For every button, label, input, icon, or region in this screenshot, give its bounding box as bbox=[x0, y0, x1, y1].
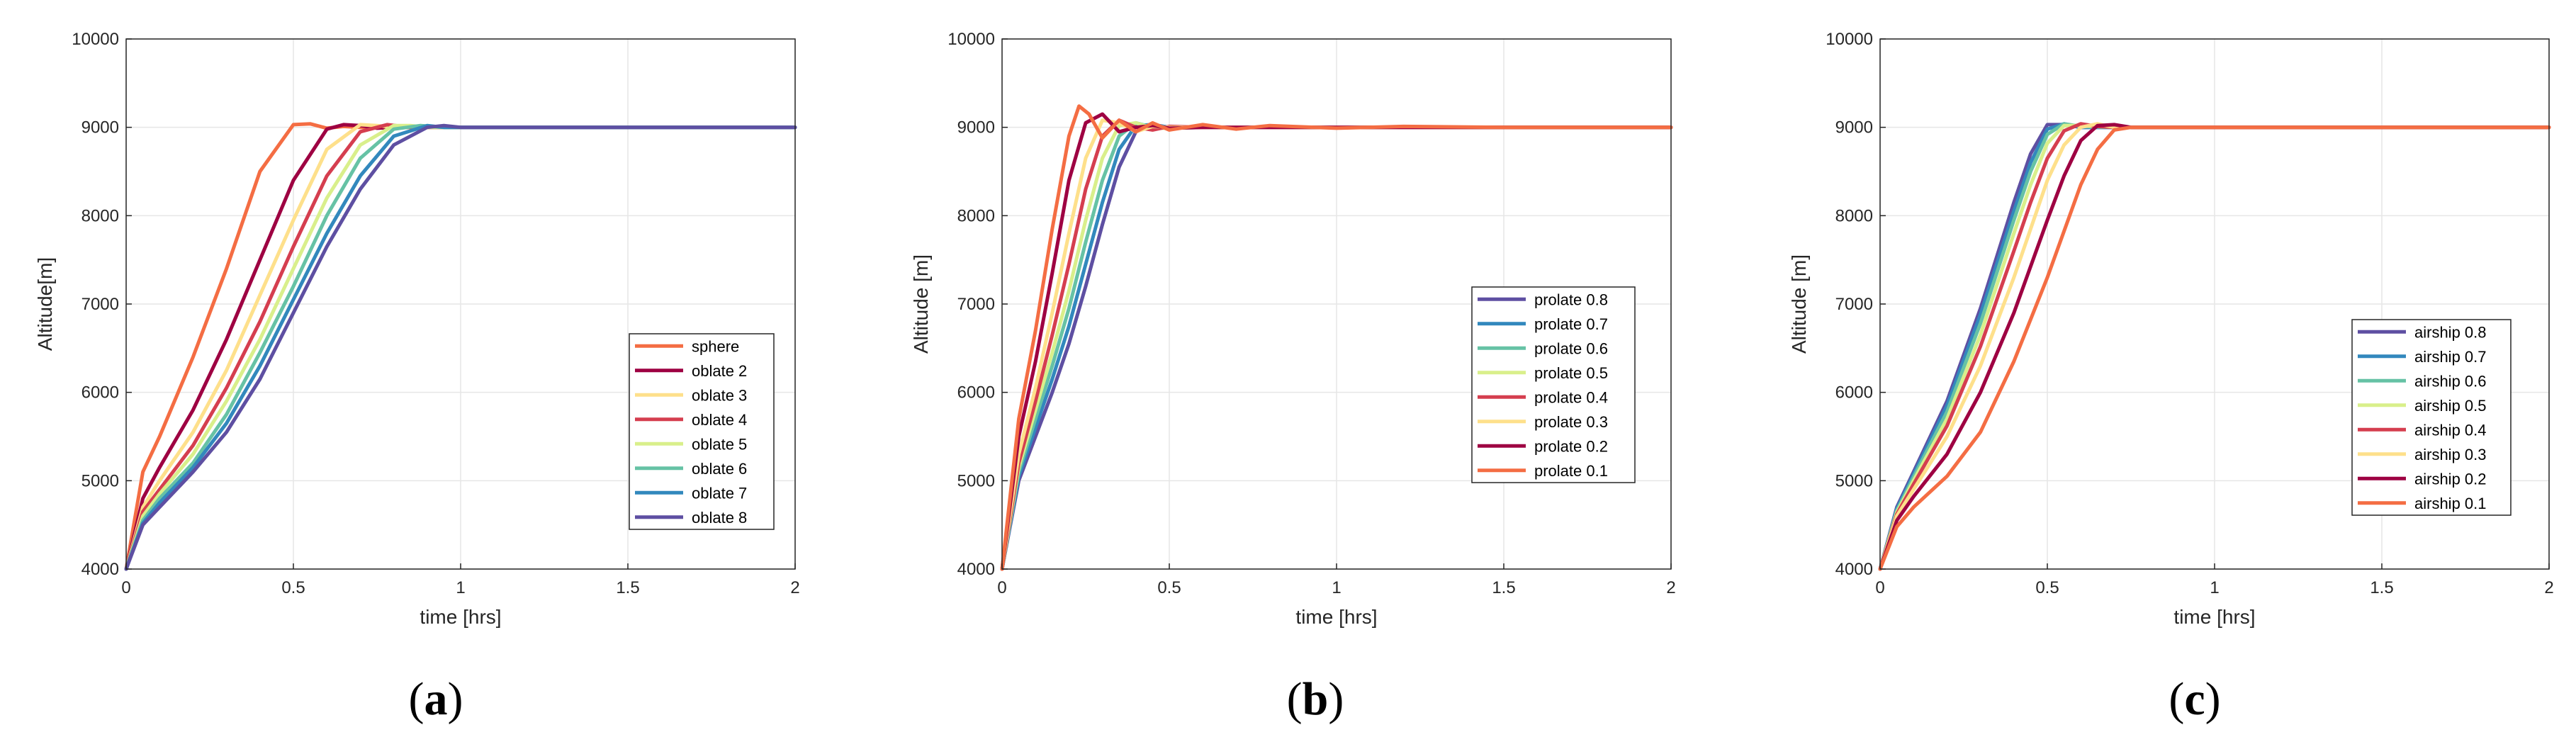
legend-label: airship 0.8 bbox=[2414, 323, 2487, 341]
x-tick-label: 1 bbox=[456, 578, 465, 597]
chart-panel-2: 0 0.5 1 1.5 2 4000 5000 6000 7000 8000 9000 10000 ti… bbox=[910, 30, 1676, 725]
x-axis-label: time [hrs] bbox=[2173, 606, 2255, 628]
x-tick-label: 0 bbox=[121, 578, 130, 597]
y-tick-label: 4000 bbox=[81, 560, 119, 579]
x-tick-label: 2 bbox=[1666, 578, 1675, 597]
legend-label: prolate 0.4 bbox=[1534, 388, 1608, 406]
series-line-airship-0-1 bbox=[1878, 125, 2551, 571]
y-tick-label: 4000 bbox=[957, 560, 995, 579]
legend: sphere oblate 2 oblate 3 oblate 4 oblate 5 ob… bbox=[629, 333, 775, 530]
legend-label: airship 0.6 bbox=[2414, 372, 2487, 390]
legend-label: oblate 4 bbox=[692, 411, 747, 429]
legend: prolate 0.8 prolate 0.7 prolate 0.6 prolate… bbox=[1471, 286, 1636, 483]
x-tick-label: 0.5 bbox=[2035, 578, 2059, 597]
legend-label: prolate 0.3 bbox=[1534, 413, 1608, 431]
y-tick-label: 7000 bbox=[81, 295, 119, 314]
legend-label: airship 0.3 bbox=[2414, 446, 2487, 463]
series-line-oblate-6 bbox=[124, 123, 797, 571]
legend-label: prolate 0.1 bbox=[1534, 462, 1608, 480]
x-tick-label: 1.5 bbox=[2370, 578, 2393, 597]
x-tick-label: 0.5 bbox=[281, 578, 305, 597]
legend-label: sphere bbox=[692, 337, 739, 355]
y-tick-label: 9000 bbox=[81, 118, 119, 137]
y-tick-label: 6000 bbox=[1835, 383, 1873, 403]
x-tick-label: 2 bbox=[2544, 578, 2553, 597]
y-tick-label: 10000 bbox=[72, 30, 119, 49]
legend-label: oblate 7 bbox=[692, 484, 747, 502]
legend-label: airship 0.5 bbox=[2414, 397, 2487, 415]
y-tick-label: 5000 bbox=[957, 471, 995, 490]
y-axis-label: Altitude [m] bbox=[910, 254, 932, 354]
legend-label: oblate 6 bbox=[692, 460, 747, 478]
y-tick-label: 7000 bbox=[957, 295, 995, 314]
legend-label: oblate 5 bbox=[692, 435, 747, 453]
y-axis-label: Altitude [m] bbox=[1788, 254, 1810, 354]
legend-label: oblate 3 bbox=[692, 386, 747, 404]
legend-label: airship 0.2 bbox=[2414, 470, 2487, 488]
chart-panel-3: 0 0.5 1 1.5 2 4000 5000 6000 7000 8000 9000 10000 ti… bbox=[1788, 30, 2554, 725]
y-tick-label: 9000 bbox=[1835, 118, 1873, 137]
x-tick-label: 1 bbox=[2210, 578, 2219, 597]
legend-label: oblate 2 bbox=[692, 362, 747, 380]
series-line-prolate-0-2 bbox=[1000, 112, 1673, 571]
legend-label: oblate 8 bbox=[692, 509, 747, 527]
legend-label: airship 0.4 bbox=[2414, 421, 2487, 439]
y-tick-label: 6000 bbox=[81, 383, 119, 403]
x-tick-label: 1.5 bbox=[1492, 578, 1515, 597]
legend-label: prolate 0.5 bbox=[1534, 364, 1608, 382]
legend-box bbox=[629, 333, 775, 530]
y-tick-label: 5000 bbox=[1835, 471, 1873, 490]
x-tick-label: 1.5 bbox=[616, 578, 639, 597]
panel-label: (c) bbox=[2169, 673, 2220, 725]
x-axis-label: time [hrs] bbox=[420, 606, 501, 628]
legend-box bbox=[1471, 286, 1636, 483]
y-tick-label: 10000 bbox=[947, 30, 995, 49]
y-tick-label: 10000 bbox=[1826, 30, 1873, 49]
y-tick-label: 5000 bbox=[81, 471, 119, 490]
series-line-airship-0-2 bbox=[1878, 123, 2551, 571]
x-axis-label: time [hrs] bbox=[1295, 606, 1377, 628]
legend: airship 0.8 airship 0.7 airship 0.6 airship… bbox=[2351, 319, 2512, 516]
x-tick-label: 1 bbox=[1332, 578, 1341, 597]
y-tick-label: 4000 bbox=[1835, 560, 1873, 579]
panel-label: (b) bbox=[1287, 673, 1344, 725]
y-tick-label: 8000 bbox=[1835, 206, 1873, 225]
x-tick-label: 2 bbox=[790, 578, 799, 597]
y-tick-label: 7000 bbox=[1835, 295, 1873, 314]
y-tick-label: 8000 bbox=[957, 206, 995, 225]
x-tick-label: 0 bbox=[997, 578, 1006, 597]
x-tick-label: 0.5 bbox=[1157, 578, 1181, 597]
legend-box bbox=[2351, 319, 2512, 516]
legend-label: prolate 0.2 bbox=[1534, 437, 1608, 455]
legend-label: prolate 0.8 bbox=[1534, 291, 1608, 308]
y-tick-label: 6000 bbox=[957, 383, 995, 403]
panel-label: (a) bbox=[409, 673, 463, 725]
series-line-oblate-8 bbox=[124, 123, 797, 571]
x-tick-label: 0 bbox=[1875, 578, 1884, 597]
series-line-prolate-0-1 bbox=[1000, 104, 1673, 571]
chart-panel-1: 0 0.5 1 1.5 2 4000 5000 6000 7000 8000 9000 10000 ti… bbox=[34, 30, 800, 725]
legend-label: airship 0.1 bbox=[2414, 495, 2487, 512]
y-tick-label: 9000 bbox=[957, 118, 995, 137]
legend-label: airship 0.7 bbox=[2414, 348, 2487, 366]
legend-label: prolate 0.7 bbox=[1534, 315, 1608, 333]
y-tick-label: 8000 bbox=[81, 206, 119, 225]
series-line-oblate-4 bbox=[124, 123, 797, 571]
y-axis-label: Altitude[m] bbox=[34, 257, 56, 351]
legend-label: prolate 0.6 bbox=[1534, 339, 1608, 357]
